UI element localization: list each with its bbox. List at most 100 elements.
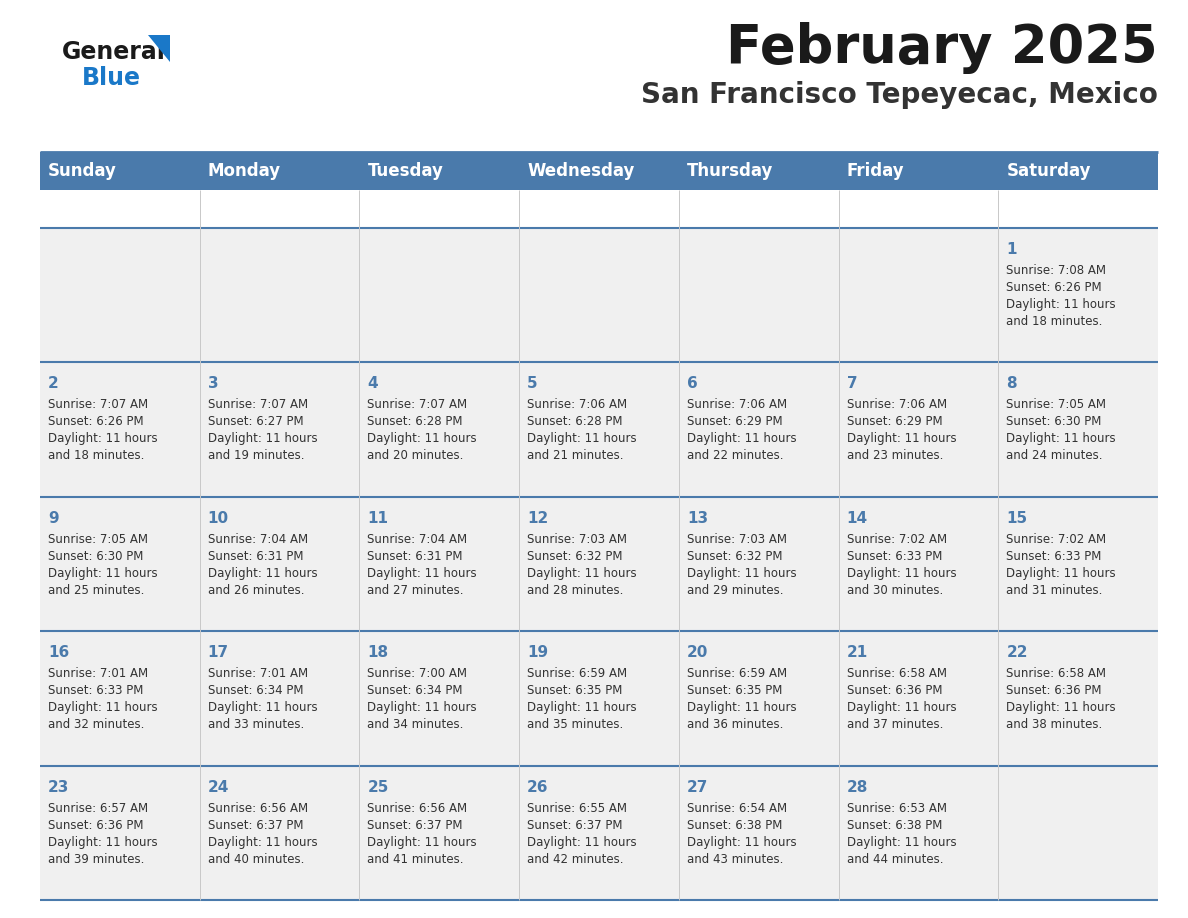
Text: Sunset: 6:38 PM: Sunset: 6:38 PM — [687, 819, 782, 832]
Text: Sunrise: 6:58 AM: Sunrise: 6:58 AM — [847, 667, 947, 680]
Text: and 35 minutes.: and 35 minutes. — [527, 718, 624, 732]
Text: and 26 minutes.: and 26 minutes. — [208, 584, 304, 597]
Text: Saturday: Saturday — [1006, 162, 1091, 180]
Bar — [40, 632, 1158, 766]
Text: San Francisco Tepeyecac, Mexico: San Francisco Tepeyecac, Mexico — [642, 81, 1158, 109]
Text: 5: 5 — [527, 376, 538, 391]
Text: Daylight: 11 hours: Daylight: 11 hours — [48, 432, 158, 445]
Text: and 32 minutes.: and 32 minutes. — [48, 718, 145, 732]
Text: 3: 3 — [208, 376, 219, 391]
Text: Sunrise: 6:53 AM: Sunrise: 6:53 AM — [847, 801, 947, 814]
Text: 15: 15 — [1006, 510, 1028, 526]
Text: Daylight: 11 hours: Daylight: 11 hours — [847, 566, 956, 580]
Text: and 38 minutes.: and 38 minutes. — [1006, 718, 1102, 732]
Text: Sunrise: 7:02 AM: Sunrise: 7:02 AM — [847, 532, 947, 546]
Text: Sunset: 6:33 PM: Sunset: 6:33 PM — [1006, 550, 1101, 563]
Text: Sunset: 6:36 PM: Sunset: 6:36 PM — [48, 819, 144, 832]
Text: and 44 minutes.: and 44 minutes. — [847, 853, 943, 866]
Text: and 37 minutes.: and 37 minutes. — [847, 718, 943, 732]
Text: 12: 12 — [527, 510, 549, 526]
Text: Sunrise: 6:58 AM: Sunrise: 6:58 AM — [1006, 667, 1106, 680]
Text: 27: 27 — [687, 779, 708, 795]
Text: and 39 minutes.: and 39 minutes. — [48, 853, 145, 866]
Text: Sunset: 6:30 PM: Sunset: 6:30 PM — [48, 550, 144, 563]
Text: Sunrise: 7:03 AM: Sunrise: 7:03 AM — [687, 532, 786, 546]
Text: Sunrise: 6:54 AM: Sunrise: 6:54 AM — [687, 801, 786, 814]
Bar — [40, 228, 1158, 363]
Text: Sunset: 6:27 PM: Sunset: 6:27 PM — [208, 416, 303, 429]
Text: Sunset: 6:33 PM: Sunset: 6:33 PM — [847, 550, 942, 563]
Text: Friday: Friday — [847, 162, 904, 180]
Text: Daylight: 11 hours: Daylight: 11 hours — [847, 701, 956, 714]
Text: Sunset: 6:34 PM: Sunset: 6:34 PM — [367, 684, 463, 697]
Text: Daylight: 11 hours: Daylight: 11 hours — [367, 432, 478, 445]
Text: Sunset: 6:37 PM: Sunset: 6:37 PM — [367, 819, 463, 832]
Bar — [40, 363, 1158, 497]
Text: Sunrise: 7:08 AM: Sunrise: 7:08 AM — [1006, 264, 1106, 277]
Text: and 20 minutes.: and 20 minutes. — [367, 450, 463, 463]
Text: and 25 minutes.: and 25 minutes. — [48, 584, 145, 597]
Text: Sunset: 6:28 PM: Sunset: 6:28 PM — [367, 416, 463, 429]
Text: Sunrise: 6:55 AM: Sunrise: 6:55 AM — [527, 801, 627, 814]
Text: Daylight: 11 hours: Daylight: 11 hours — [208, 835, 317, 848]
Text: 18: 18 — [367, 645, 388, 660]
Text: Sunrise: 6:56 AM: Sunrise: 6:56 AM — [208, 801, 308, 814]
Text: Daylight: 11 hours: Daylight: 11 hours — [208, 701, 317, 714]
Text: 8: 8 — [1006, 376, 1017, 391]
Text: and 22 minutes.: and 22 minutes. — [687, 450, 783, 463]
Text: and 23 minutes.: and 23 minutes. — [847, 450, 943, 463]
Text: Sunset: 6:33 PM: Sunset: 6:33 PM — [48, 684, 144, 697]
Text: Daylight: 11 hours: Daylight: 11 hours — [527, 432, 637, 445]
Text: Sunrise: 7:04 AM: Sunrise: 7:04 AM — [367, 532, 468, 546]
Polygon shape — [148, 35, 170, 62]
Text: Daylight: 11 hours: Daylight: 11 hours — [687, 566, 796, 580]
Text: Sunset: 6:38 PM: Sunset: 6:38 PM — [847, 819, 942, 832]
Text: and 28 minutes.: and 28 minutes. — [527, 584, 624, 597]
Text: and 43 minutes.: and 43 minutes. — [687, 853, 783, 866]
Text: Sunset: 6:26 PM: Sunset: 6:26 PM — [48, 416, 144, 429]
Text: and 24 minutes.: and 24 minutes. — [1006, 450, 1102, 463]
Text: 4: 4 — [367, 376, 378, 391]
Text: 22: 22 — [1006, 645, 1028, 660]
Text: Sunset: 6:37 PM: Sunset: 6:37 PM — [208, 819, 303, 832]
Text: Sunset: 6:36 PM: Sunset: 6:36 PM — [1006, 684, 1101, 697]
Text: Daylight: 11 hours: Daylight: 11 hours — [1006, 701, 1116, 714]
Text: Daylight: 11 hours: Daylight: 11 hours — [208, 566, 317, 580]
Text: Tuesday: Tuesday — [367, 162, 443, 180]
Text: Daylight: 11 hours: Daylight: 11 hours — [367, 566, 478, 580]
Text: Sunset: 6:32 PM: Sunset: 6:32 PM — [527, 550, 623, 563]
Text: Sunrise: 7:05 AM: Sunrise: 7:05 AM — [48, 532, 148, 546]
Text: Daylight: 11 hours: Daylight: 11 hours — [1006, 432, 1116, 445]
Text: Sunrise: 7:07 AM: Sunrise: 7:07 AM — [367, 398, 468, 411]
Text: Daylight: 11 hours: Daylight: 11 hours — [208, 432, 317, 445]
Text: Sunset: 6:35 PM: Sunset: 6:35 PM — [687, 684, 782, 697]
Text: Sunrise: 7:06 AM: Sunrise: 7:06 AM — [847, 398, 947, 411]
Text: Sunset: 6:37 PM: Sunset: 6:37 PM — [527, 819, 623, 832]
Text: 13: 13 — [687, 510, 708, 526]
Text: 1: 1 — [1006, 242, 1017, 257]
Text: Daylight: 11 hours: Daylight: 11 hours — [687, 432, 796, 445]
Text: Sunrise: 7:01 AM: Sunrise: 7:01 AM — [208, 667, 308, 680]
Text: Daylight: 11 hours: Daylight: 11 hours — [687, 835, 796, 848]
Text: and 29 minutes.: and 29 minutes. — [687, 584, 783, 597]
Text: Sunrise: 7:01 AM: Sunrise: 7:01 AM — [48, 667, 148, 680]
Text: Daylight: 11 hours: Daylight: 11 hours — [367, 701, 478, 714]
Bar — [40, 497, 1158, 632]
Text: Sunrise: 6:57 AM: Sunrise: 6:57 AM — [48, 801, 148, 814]
Text: Wednesday: Wednesday — [527, 162, 634, 180]
Text: 25: 25 — [367, 779, 388, 795]
Text: 6: 6 — [687, 376, 697, 391]
Text: 14: 14 — [847, 510, 867, 526]
Text: Sunset: 6:26 PM: Sunset: 6:26 PM — [1006, 281, 1102, 294]
Text: Sunset: 6:29 PM: Sunset: 6:29 PM — [847, 416, 942, 429]
Text: Daylight: 11 hours: Daylight: 11 hours — [48, 835, 158, 848]
Text: General: General — [62, 40, 166, 64]
Text: and 18 minutes.: and 18 minutes. — [1006, 315, 1102, 328]
Text: 9: 9 — [48, 510, 58, 526]
Text: Sunset: 6:31 PM: Sunset: 6:31 PM — [208, 550, 303, 563]
Text: Daylight: 11 hours: Daylight: 11 hours — [527, 566, 637, 580]
Text: and 31 minutes.: and 31 minutes. — [1006, 584, 1102, 597]
Text: and 41 minutes.: and 41 minutes. — [367, 853, 465, 866]
Text: Daylight: 11 hours: Daylight: 11 hours — [367, 835, 478, 848]
Text: Daylight: 11 hours: Daylight: 11 hours — [1006, 566, 1116, 580]
